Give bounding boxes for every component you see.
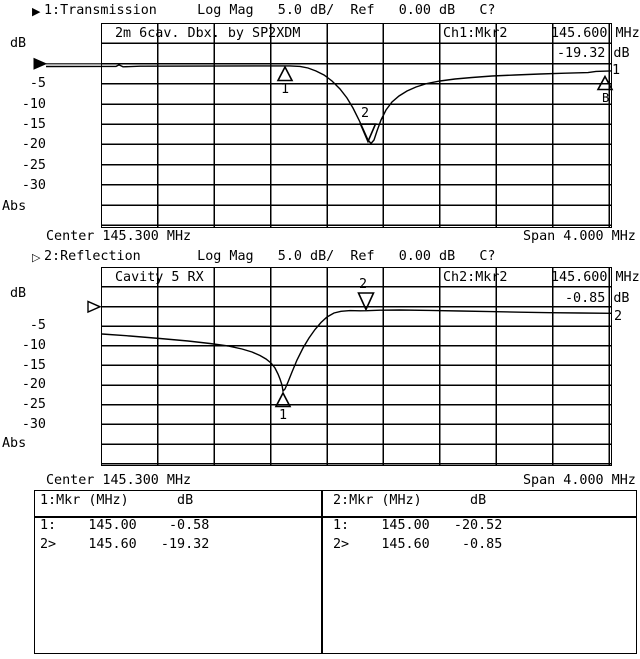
channel2-abs-label: Abs xyxy=(2,436,27,452)
channel1-marker-value: -19.32 dB xyxy=(557,45,630,61)
channel1-marker-readout-label: Ch1:Mkr2 xyxy=(443,25,508,41)
marker-table-ch1-row2: 2> 145.60 -19.32 xyxy=(40,537,210,552)
channel2-ytick--5: -5 xyxy=(29,318,46,334)
channel1-ytick--15: -15 xyxy=(21,117,46,132)
channel2-axis-unit-label: dB xyxy=(10,286,27,301)
channel2-graticule xyxy=(101,266,612,466)
channel1-center-frequency: Center 145.300 MHz xyxy=(46,229,192,244)
marker-table-header-underline xyxy=(34,516,637,518)
marker-table-divider xyxy=(321,490,323,654)
channel1-marker2-label: 2 xyxy=(361,105,370,121)
channel1-active-arrow-icon: ▶ xyxy=(32,5,41,18)
chann2-ytick--15: -15 xyxy=(21,357,46,373)
marker-table-ch1-header: 1:Mkr (MHz) dB xyxy=(40,493,194,508)
channel2-ytick--25: -25 xyxy=(21,396,46,412)
channel1-trace-number: 1 xyxy=(612,63,621,78)
channel2-title: Cavity 5 RX xyxy=(115,270,204,285)
channel2-ytick--30: -30 xyxy=(21,416,46,432)
channel1-header: 1:Transmission Log Mag 5.0 dB/ Ref 0.00 … xyxy=(44,3,496,18)
channel2-marker2-label: 2 xyxy=(359,276,368,292)
channel1-span: Span 4.000 MHz xyxy=(523,229,636,244)
channel2-arrow-icon: ▷ xyxy=(32,251,41,264)
channel2-ytick--20: -20 xyxy=(21,377,46,393)
marker-table-ch2-row1: 1: 145.00 -20.52 xyxy=(333,517,503,533)
marker-table-ch2-row2: 2> 145.60 -0.85 xyxy=(333,537,503,552)
channel1-abs-label: Abs xyxy=(2,198,27,214)
channel1-marker1-label: 1 xyxy=(281,81,290,97)
channel1-ytick--25: -25 xyxy=(21,157,46,173)
marker-table xyxy=(34,490,637,654)
channel2-span: Span 4.000 MHz xyxy=(523,473,636,488)
channel2-ref-arrow-icon xyxy=(87,300,102,314)
channel1-edge-flag: B xyxy=(602,91,610,105)
channel2-trace-number: 2 xyxy=(614,309,623,324)
marker-table-ch2-header: 2:Mkr (MHz) dB xyxy=(333,493,487,508)
channel1-title: 2m 6cav. Dbx. by SP2XDM xyxy=(115,25,301,41)
channel2-marker-value: -0.85 dB xyxy=(565,290,630,306)
channel1-ytick--30: -30 xyxy=(21,178,46,194)
channel1-ytick--10: -10 xyxy=(21,96,46,112)
channel2-center-frequency: Center 145.300 MHz xyxy=(46,473,192,488)
channel1-marker-frequency: 145.600 MHz xyxy=(551,25,640,41)
channel2-marker-readout-label: Ch2:Mkr2 xyxy=(443,270,508,285)
marker-table-ch1-row1: 1: 145.00 -0.58 xyxy=(40,517,210,533)
channel2-marker1-label: 1 xyxy=(279,407,288,423)
channel1-ytick--5: -5 xyxy=(29,76,46,91)
channel2-ytick--10: -10 xyxy=(21,337,46,353)
channel1-ref-arrow-icon xyxy=(33,57,48,70)
channel1-axis-unit-label: dB xyxy=(10,36,27,51)
channel1-ytick--20: -20 xyxy=(21,137,46,153)
channel2-marker-frequency: 145.600 MHz xyxy=(551,270,640,285)
channel2-header: 2:Reflection Log Mag 5.0 dB/ Ref 0.00 dB… xyxy=(44,249,496,264)
channel1-graticule xyxy=(101,22,612,228)
